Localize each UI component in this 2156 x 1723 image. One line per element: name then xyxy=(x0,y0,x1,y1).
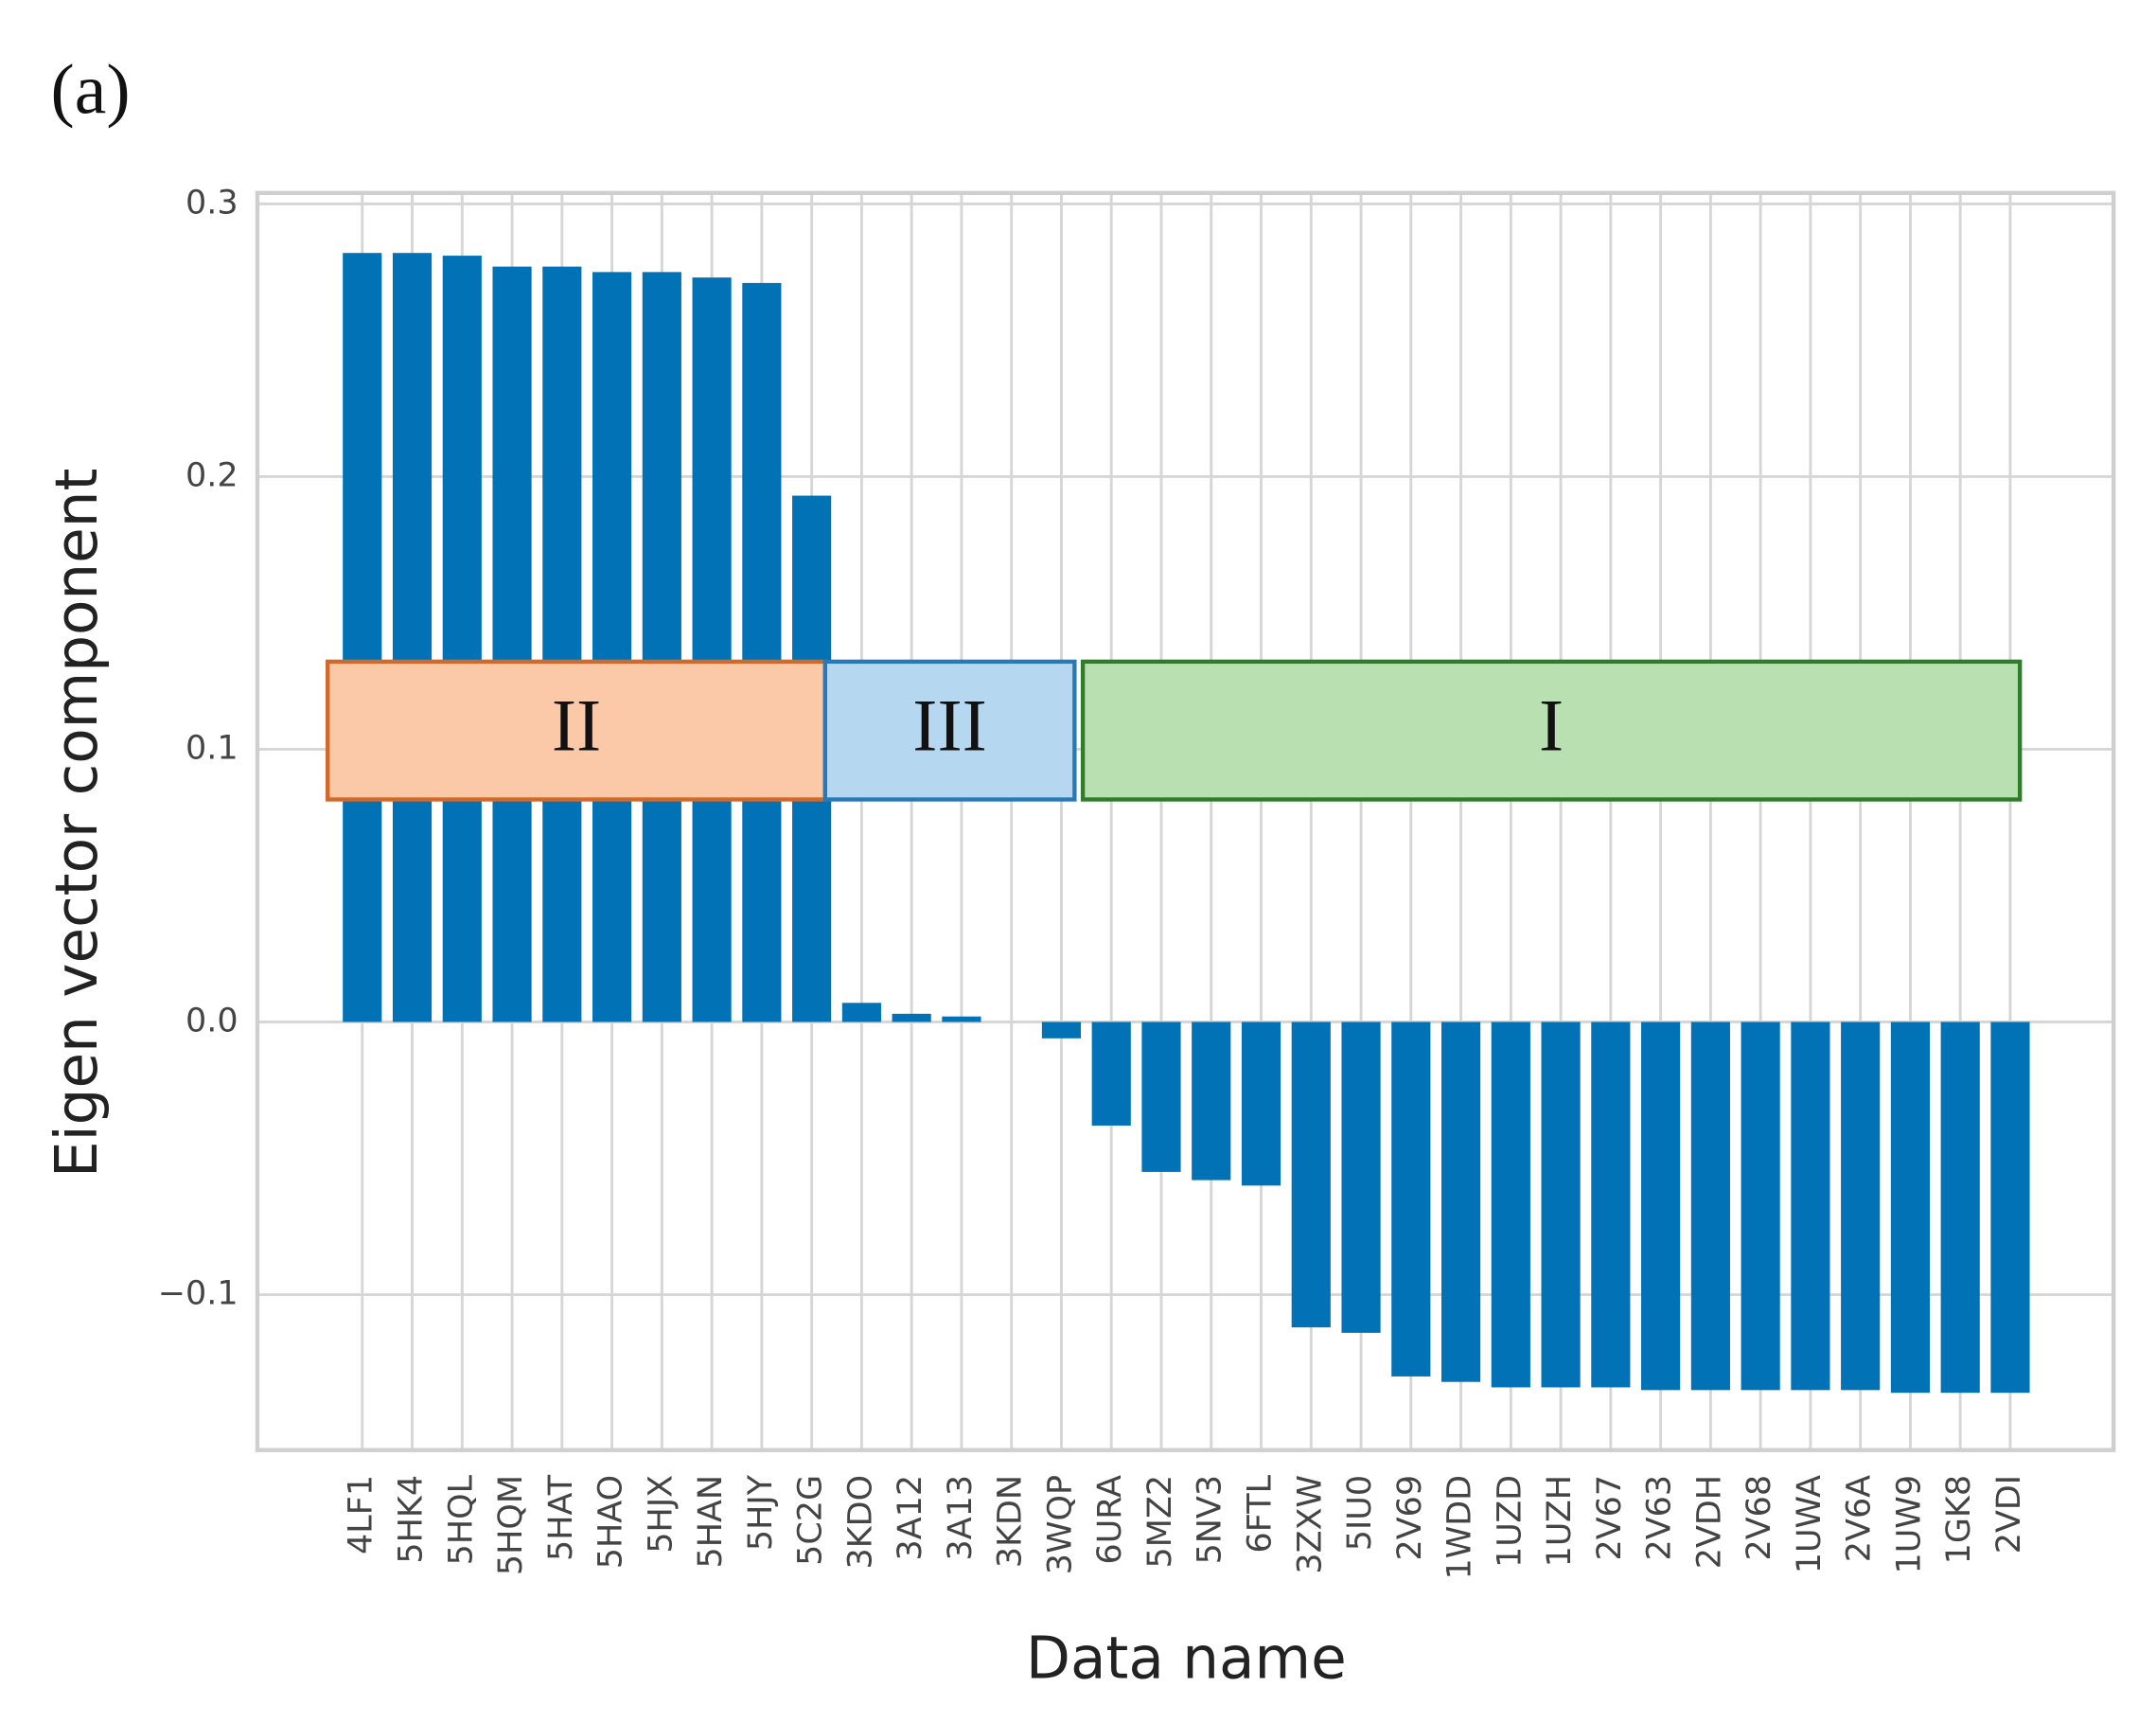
x-tick-label: 3KDO xyxy=(841,1475,879,1570)
x-tick-label: 6URA xyxy=(1091,1475,1129,1565)
group-label: III xyxy=(912,685,987,768)
bar xyxy=(892,1013,931,1022)
x-tick-label: 1GK8 xyxy=(1940,1475,1978,1564)
bar xyxy=(1041,1021,1082,1039)
x-tick-label: 2V6A xyxy=(1841,1475,1879,1562)
bar xyxy=(692,277,732,1022)
bar xyxy=(841,1003,881,1022)
bar xyxy=(1091,1021,1131,1126)
x-tick-label: 5HJX xyxy=(642,1475,680,1554)
x-tick-label: 6FTL xyxy=(1242,1474,1280,1553)
bar xyxy=(343,253,382,1022)
panel-label: (a) xyxy=(51,50,131,129)
x-tick-label: 5HQL xyxy=(442,1474,480,1565)
bar xyxy=(1741,1021,1780,1391)
x-tick-label: 5HQM xyxy=(492,1475,530,1575)
x-tick-label: 1UZD xyxy=(1491,1475,1529,1568)
bar xyxy=(1440,1021,1481,1382)
bar xyxy=(1141,1021,1181,1172)
group-label: I xyxy=(1539,685,1564,768)
group-box xyxy=(822,659,1077,802)
x-tick-label: 1UZH xyxy=(1541,1475,1579,1567)
bar xyxy=(942,1016,981,1022)
x-tick-label: 5HJY xyxy=(742,1474,780,1551)
bar xyxy=(592,272,632,1022)
x-tick-label: 3ZXW xyxy=(1291,1475,1329,1574)
bar xyxy=(1541,1021,1581,1388)
bar xyxy=(1890,1021,1931,1394)
bar xyxy=(392,253,433,1022)
bar xyxy=(1341,1021,1381,1333)
bar xyxy=(742,282,782,1022)
plot-frame xyxy=(255,190,2116,1452)
x-tick-label: 2V68 xyxy=(1741,1475,1778,1561)
x-tick-label: 5HAN xyxy=(692,1475,730,1569)
x-tick-label: 2V67 xyxy=(1591,1475,1629,1561)
bar xyxy=(1791,1021,1830,1391)
bar xyxy=(542,266,582,1022)
x-tick-label: 3WQP xyxy=(1041,1475,1079,1574)
x-axis-label: Data name xyxy=(1026,1625,1347,1693)
group-label: II xyxy=(552,685,601,768)
x-tick-label: 5C2G xyxy=(792,1475,830,1566)
group-box xyxy=(1080,659,2023,802)
x-tick-label: 2V69 xyxy=(1391,1475,1429,1561)
x-tick-label: 1UW9 xyxy=(1890,1475,1928,1574)
x-tick-label: 3A12 xyxy=(892,1475,929,1561)
x-tick-label: 5MZ2 xyxy=(1141,1475,1179,1569)
bar xyxy=(642,272,681,1022)
x-tick-label: 5NV3 xyxy=(1192,1475,1229,1564)
bar xyxy=(1491,1021,1530,1388)
y-tick-label: 0.3 xyxy=(186,184,239,222)
bar xyxy=(1591,1021,1631,1388)
bar xyxy=(1940,1021,1980,1394)
bar xyxy=(1192,1021,1231,1181)
y-tick-label: −0.1 xyxy=(158,1275,239,1313)
x-tick-label: 4LF1 xyxy=(343,1475,380,1554)
x-tick-label: 2VDH xyxy=(1690,1475,1728,1569)
x-tick-label: 5HAT xyxy=(542,1474,580,1561)
bar xyxy=(1841,1021,1881,1391)
bar xyxy=(492,266,532,1022)
x-tick-label: 5HAO xyxy=(592,1475,630,1569)
bar xyxy=(1690,1021,1730,1391)
x-tick-label: 3A13 xyxy=(942,1475,980,1561)
x-tick-label: 3KDN xyxy=(992,1475,1030,1568)
x-tick-label: 1UWA xyxy=(1791,1475,1829,1573)
bar xyxy=(442,256,482,1022)
bar xyxy=(1990,1021,2030,1394)
y-tick-label: 0.2 xyxy=(186,456,239,494)
x-tick-label: 5IU0 xyxy=(1341,1475,1379,1551)
x-tick-label: 1WDD xyxy=(1441,1475,1479,1580)
y-tick-label: 0.1 xyxy=(186,729,239,767)
y-axis-label: Eigen vector component xyxy=(44,468,111,1177)
y-tick-label: 0.0 xyxy=(186,1002,239,1039)
x-tick-label: 5HK4 xyxy=(393,1475,431,1564)
x-tick-label: 2V63 xyxy=(1641,1475,1679,1561)
x-tick-label: 2VDI xyxy=(1990,1475,2028,1554)
bar xyxy=(1391,1021,1431,1377)
bar xyxy=(1641,1021,1681,1391)
bar xyxy=(1291,1021,1331,1328)
bar xyxy=(1241,1021,1281,1186)
